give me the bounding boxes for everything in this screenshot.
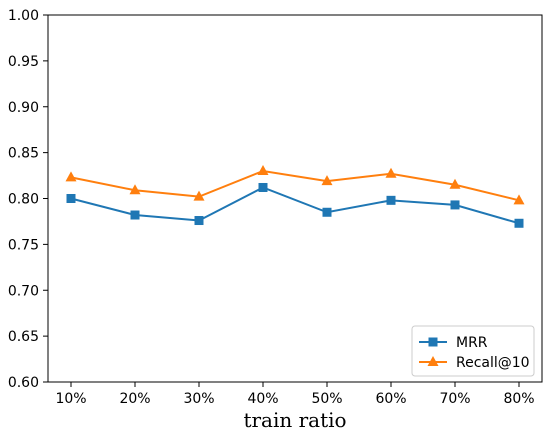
- y-axis: 0.60 0.65 0.70 0.75 0.80 0.85 0.90 0.95 1.00: [8, 8, 48, 391]
- data-point: [258, 182, 268, 192]
- data-point: [65, 171, 77, 182]
- series-mrr: [66, 182, 524, 228]
- x-axis: 10% 20% 30% 40% 50% 60% 70% 80%: [55, 382, 535, 407]
- plot-area: [47, 14, 543, 383]
- data-point: [66, 194, 76, 203]
- data-point: [130, 210, 140, 220]
- legend-label: Recall@10: [456, 355, 530, 371]
- legend-item: Recall@10: [419, 355, 530, 371]
- legend-item: MRR: [419, 335, 488, 351]
- legend: MRR Recall@10: [411, 325, 535, 377]
- legend-marker: [428, 337, 438, 347]
- data-point: [321, 175, 333, 186]
- x-tick-label: 30%: [183, 391, 214, 407]
- data-point: [322, 207, 332, 217]
- data-point: [514, 218, 524, 228]
- data-point: [193, 190, 205, 201]
- data-point: [194, 216, 204, 226]
- y-tick-label: 0.95: [8, 54, 39, 70]
- series-recall-10: [65, 164, 525, 205]
- y-tick-label: 0.85: [8, 146, 39, 162]
- data-point: [450, 200, 460, 210]
- x-tick-label: 40%: [247, 391, 278, 407]
- data-point: [257, 164, 269, 175]
- x-tick-label: 10%: [55, 391, 86, 407]
- legend-box: [411, 325, 535, 377]
- legend-marker: [427, 356, 439, 366]
- y-tick-label: 0.70: [8, 283, 39, 299]
- y-tick-label: 1.00: [8, 8, 39, 24]
- y-tick-label: 0.65: [8, 329, 39, 345]
- y-tick-label: 0.80: [8, 192, 39, 208]
- data-point: [129, 184, 141, 195]
- legend-label: MRR: [456, 335, 488, 351]
- x-tick-label: 20%: [119, 391, 150, 407]
- x-tick-label: 60%: [375, 391, 406, 407]
- y-tick-label: 0.90: [8, 100, 39, 116]
- data-point: [385, 167, 397, 178]
- y-tick-label: 0.75: [8, 237, 39, 253]
- series-line: [70, 186, 520, 225]
- data-point: [386, 195, 396, 205]
- data-point: [513, 194, 525, 205]
- data-point: [449, 178, 461, 189]
- x-tick-label: 50%: [311, 391, 342, 407]
- y-tick-label: 0.60: [8, 375, 39, 391]
- x-axis-title: train ratio: [243, 408, 346, 432]
- x-tick-label: 80%: [503, 391, 534, 407]
- x-tick-label: 70%: [439, 391, 470, 407]
- series-line: [70, 169, 520, 202]
- series-layer: [65, 164, 525, 228]
